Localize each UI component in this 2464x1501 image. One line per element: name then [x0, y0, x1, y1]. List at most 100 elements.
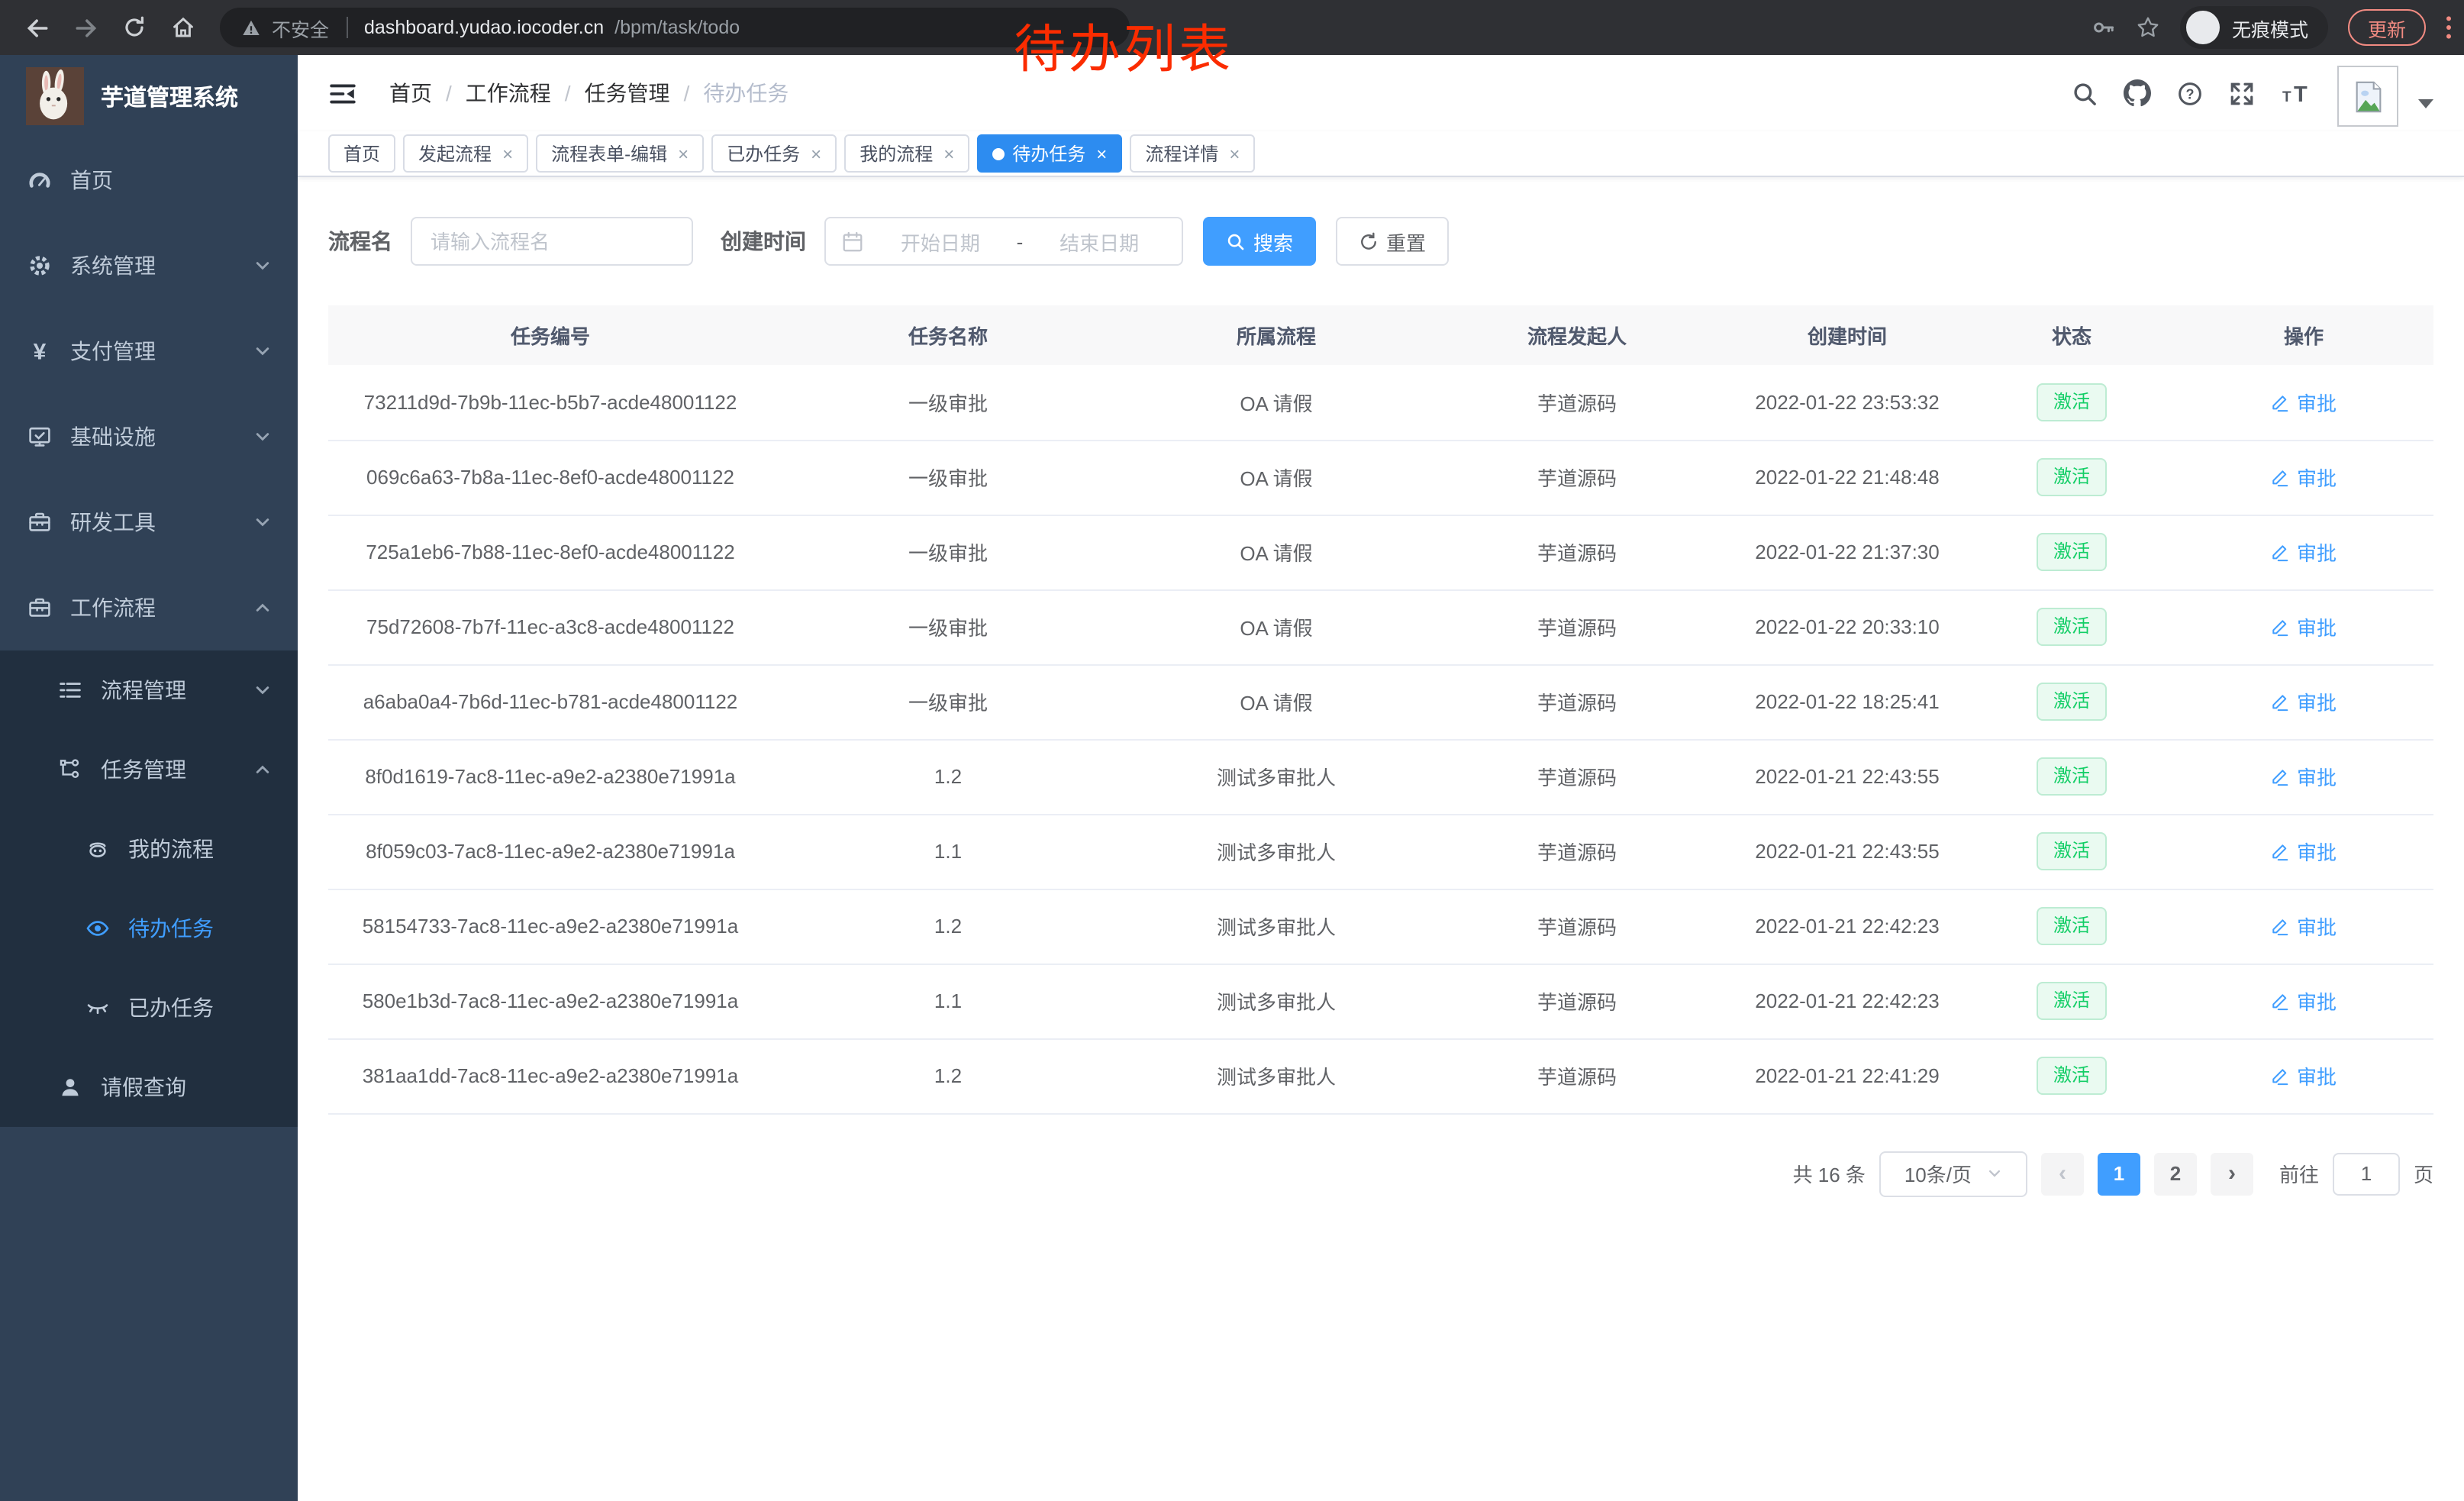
- prev-page-button[interactable]: ‹: [2040, 1152, 2084, 1195]
- browser-home-icon[interactable]: [163, 8, 203, 47]
- status-badge: 激活: [2036, 533, 2107, 571]
- page-size-select[interactable]: 10条/页: [1879, 1151, 2027, 1196]
- tab-close-icon[interactable]: ×: [678, 143, 689, 164]
- sidebar-item-系统管理[interactable]: 系统管理: [0, 223, 298, 308]
- fullscreen-icon[interactable]: [2229, 80, 2255, 106]
- filter-form: 流程名 创建时间 开始日期 - 结束日期 搜索 重: [328, 217, 2433, 266]
- table-row: 73211d9d-7b9b-11ec-b5b7-acde48001122 一级审批…: [328, 365, 2433, 441]
- approve-link[interactable]: 审批: [2271, 1061, 2337, 1090]
- approve-link[interactable]: 审批: [2271, 986, 2337, 1015]
- bookmark-star-icon[interactable]: [2136, 15, 2160, 40]
- task-id-cell: a6aba0a4-7b6d-11ec-b781-acde48001122: [328, 664, 772, 740]
- breadcrumb-workflow[interactable]: 工作流程: [465, 81, 551, 105]
- approve-link[interactable]: 审批: [2271, 537, 2337, 567]
- task-id-cell: 8f0d1619-7ac8-11ec-a9e2-a2380e71991a: [328, 739, 772, 815]
- sidebar-item-支付管理[interactable]: ¥ 支付管理: [0, 308, 298, 394]
- column-header-创建时间: 创建时间: [1725, 305, 1969, 365]
- page-button-1[interactable]: 1: [2097, 1152, 2140, 1195]
- avatar-caret-icon[interactable]: [2418, 89, 2433, 116]
- browser-forward-icon[interactable]: [66, 8, 105, 47]
- approve-link[interactable]: 审批: [2271, 463, 2337, 492]
- sidebar-item-请假查询[interactable]: 请假查询: [0, 1047, 298, 1127]
- tab-发起流程[interactable]: 发起流程 ×: [403, 134, 529, 173]
- task-name-cell: 一级审批: [772, 664, 1124, 740]
- key-icon[interactable]: [2091, 15, 2116, 40]
- task-name-cell: 一级审批: [772, 365, 1124, 441]
- action-cell: 审批: [2174, 814, 2433, 889]
- refresh-icon: [1359, 231, 1379, 251]
- sidebar-item-任务管理[interactable]: 任务管理: [0, 730, 298, 809]
- address-bar[interactable]: 不安全 dashboard.yudao.iocoder.cn/bpm/task/…: [220, 8, 1130, 47]
- starter-cell: 芋道源码: [1429, 589, 1725, 665]
- tab-流程详情[interactable]: 流程详情 ×: [1130, 134, 1256, 173]
- approve-link-label: 审批: [2296, 767, 2337, 789]
- tab-close-icon[interactable]: ×: [943, 143, 955, 164]
- tab-待办任务[interactable]: 待办任务 ×: [977, 134, 1123, 173]
- svg-text:T: T: [2294, 82, 2308, 105]
- gear-icon: [27, 253, 52, 278]
- status-badge: 激活: [2036, 907, 2107, 945]
- tab-流程表单-编辑[interactable]: 流程表单-编辑 ×: [536, 134, 705, 173]
- browser-back-icon[interactable]: [17, 8, 56, 47]
- search-button[interactable]: 搜索: [1203, 217, 1317, 266]
- approve-link[interactable]: 审批: [2271, 388, 2337, 417]
- svg-text:T: T: [2282, 89, 2291, 105]
- edit-icon: [2271, 916, 2291, 936]
- search-icon[interactable]: [2072, 80, 2098, 106]
- help-icon[interactable]: ?: [2177, 80, 2203, 106]
- reset-button[interactable]: 重置: [1336, 217, 1450, 266]
- incognito-label: 无痕模式: [2231, 19, 2308, 40]
- github-icon[interactable]: [2124, 79, 2151, 107]
- browser-reload-icon[interactable]: [114, 8, 154, 47]
- tab-close-icon[interactable]: ×: [1096, 143, 1108, 164]
- next-page-button[interactable]: ›: [2210, 1152, 2253, 1195]
- task-id-cell: 75d72608-7b7f-11ec-a3c8-acde48001122: [328, 589, 772, 665]
- breadcrumb-home[interactable]: 首页: [389, 81, 432, 105]
- table-row: 725a1eb6-7b88-11ec-8ef0-acde48001122 一级审批…: [328, 515, 2433, 590]
- process-cell: OA 请假: [1124, 515, 1429, 590]
- create-time-cell: 2022-01-22 20:33:10: [1725, 589, 1969, 665]
- sidebar-item-研发工具[interactable]: 研发工具: [0, 479, 298, 565]
- end-date-placeholder: 结束日期: [1059, 231, 1140, 254]
- approve-link-label: 审批: [2296, 991, 2337, 1014]
- incognito-badge[interactable]: 无痕模式: [2179, 6, 2328, 49]
- chevron-down-icon: [253, 257, 272, 275]
- approve-link[interactable]: 审批: [2271, 612, 2337, 641]
- breadcrumb-task-mgmt[interactable]: 任务管理: [584, 81, 670, 105]
- approve-link[interactable]: 审批: [2271, 687, 2337, 716]
- task-name-cell: 1.1: [772, 814, 1124, 889]
- sidebar-item-基础设施[interactable]: 基础设施: [0, 394, 298, 479]
- tab-已办任务[interactable]: 已办任务 ×: [711, 134, 837, 173]
- approve-link[interactable]: 审批: [2271, 912, 2337, 941]
- sidebar-item-首页[interactable]: 首页: [0, 137, 298, 223]
- browser-update-button[interactable]: 更新: [2347, 9, 2426, 46]
- sidebar-item-流程管理[interactable]: 流程管理: [0, 650, 298, 730]
- sidebar-collapse-icon[interactable]: [328, 79, 357, 108]
- page-button-2[interactable]: 2: [2153, 1152, 2197, 1195]
- magnifier-icon: [1226, 231, 1246, 251]
- sidebar-item-我的流程[interactable]: 我的流程: [0, 809, 298, 889]
- sidebar-item-工作流程[interactable]: 工作流程: [0, 565, 298, 650]
- process-name-input[interactable]: [411, 217, 693, 266]
- action-cell: 审批: [2174, 589, 2433, 665]
- date-range-picker[interactable]: 开始日期 - 结束日期: [824, 217, 1183, 266]
- goto-page-input[interactable]: [2332, 1152, 2400, 1195]
- approve-link[interactable]: 审批: [2271, 837, 2337, 866]
- browser-menu-icon[interactable]: [2446, 15, 2452, 40]
- tab-首页[interactable]: 首页: [328, 134, 396, 173]
- avatar[interactable]: [2337, 66, 2398, 127]
- tab-我的流程[interactable]: 我的流程 ×: [844, 134, 970, 173]
- tab-close-icon[interactable]: ×: [502, 143, 514, 164]
- approve-link[interactable]: 审批: [2271, 762, 2337, 791]
- monitor-icon: [27, 424, 52, 449]
- tab-close-icon[interactable]: ×: [811, 143, 822, 164]
- starter-cell: 芋道源码: [1429, 889, 1725, 964]
- sidebar-item-待办任务[interactable]: 待办任务: [0, 889, 298, 968]
- sidebar: 芋道管理系统 首页 系统管理 ¥ 支付管理 基础设施 研发工具 工作流程 流程管理 任务管理 我的…: [0, 55, 298, 1501]
- starter-cell: 芋道源码: [1429, 365, 1725, 441]
- sidebar-item-已办任务[interactable]: 已办任务: [0, 968, 298, 1047]
- edit-icon: [2271, 692, 2291, 712]
- tab-close-icon[interactable]: ×: [1229, 143, 1240, 164]
